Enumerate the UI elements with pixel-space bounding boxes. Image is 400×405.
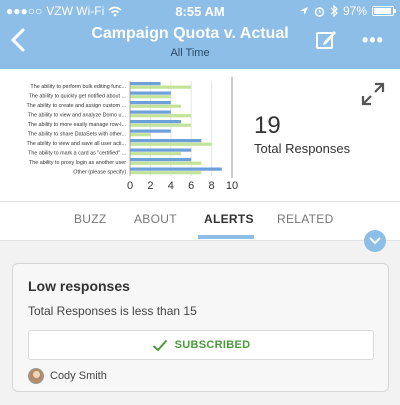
chart-bar: [130, 85, 192, 89]
chevron-left-icon: [10, 28, 25, 52]
chart-category-label: The ability to more easily manage row-l.…: [28, 122, 126, 128]
chart-category-label: The ability to quickly get notified abou…: [29, 93, 126, 99]
chart-bar: [130, 158, 192, 162]
carrier-label: VZW Wi-Fi: [46, 4, 105, 18]
chart-x-tick-label: 0: [127, 180, 133, 192]
chart-category-label: The ability to create and assign custom …: [27, 103, 126, 109]
chart-bar: [130, 142, 212, 146]
chart-x-tick-label: 10: [226, 180, 238, 192]
chart-category-label: The ability to proxy login as another us…: [29, 160, 126, 166]
chart-bar: [130, 95, 171, 99]
active-tab-indicator: [198, 235, 254, 239]
battery-percent: 97%: [342, 4, 367, 18]
chart-bar: [130, 148, 192, 152]
tab-about[interactable]: ABOUT: [134, 212, 177, 226]
chart-bar: [130, 123, 192, 127]
chart-bar: [130, 171, 202, 175]
status-time: 8:55 AM: [175, 4, 225, 19]
bluetooth-icon: [330, 5, 338, 17]
wifi-icon: [108, 6, 122, 16]
alert-card[interactable]: Low responses Total Responses is less th…: [12, 263, 389, 392]
battery-icon: [372, 6, 396, 16]
chart-x-tick-label: 4: [168, 180, 174, 192]
tab-alerts[interactable]: ALERTS: [204, 212, 254, 226]
more-icon[interactable]: •••: [362, 30, 384, 50]
collapse-button[interactable]: [364, 230, 386, 252]
page-subtitle: All Time: [170, 47, 210, 59]
status-bar: ●●●○○ VZW Wi-Fi 8:55 AM 97%: [0, 0, 400, 22]
chart-x-tick-label: 8: [209, 180, 215, 192]
chart-bar: [130, 114, 192, 118]
chart-category-label: The ability to view and analyze Domo u..…: [28, 112, 126, 118]
chart-bar: [130, 101, 171, 105]
subscribed-button[interactable]: SUBSCRIBED: [28, 330, 374, 360]
chart-category-label: The ability to perform bulk editing func…: [30, 84, 126, 90]
app-header: ●●●○○ VZW Wi-Fi 8:55 AM 97% Campaign Quo…: [0, 0, 400, 69]
avatar: [28, 368, 44, 384]
chart-bar: [130, 161, 202, 165]
chart-x-tick-label: 6: [188, 180, 194, 192]
subscribed-label: SUBSCRIBED: [174, 339, 251, 351]
edit-icon[interactable]: [314, 28, 338, 52]
expand-icon[interactable]: [360, 81, 386, 107]
chart-bar: [130, 167, 222, 171]
tab-buzz[interactable]: BUZZ: [74, 212, 107, 226]
chart-bar: [130, 110, 171, 114]
chart-bar: [130, 139, 202, 143]
chevron-down-icon: [369, 237, 381, 245]
chart-x-tick-label: 2: [147, 180, 153, 192]
total-responses-label: Total Responses: [254, 141, 351, 156]
alarm-icon: [314, 6, 325, 17]
alert-title: Low responses: [28, 278, 130, 294]
tab-bar: BUZZ ABOUT ALERTS RELATED: [0, 201, 400, 241]
chart-category-label: Other (please specify): [73, 169, 126, 175]
chart-bar: [130, 152, 181, 156]
chart-category-label: The ability to mark a card as "certified…: [28, 150, 126, 156]
chart-bar: [130, 82, 161, 86]
chart-bar: [130, 120, 181, 124]
chart-bar: [130, 91, 171, 95]
alert-owner[interactable]: Cody Smith: [28, 368, 107, 384]
total-responses-count: 19: [254, 112, 281, 139]
chart-bar: [130, 133, 151, 137]
chart-bar: [130, 104, 181, 108]
tab-related[interactable]: RELATED: [277, 212, 334, 226]
signal-icon: ●●●○○: [6, 4, 43, 18]
chart-category-label: The ability to view and save all user ac…: [27, 141, 126, 147]
location-icon: [299, 7, 308, 15]
chart-bar: [130, 129, 171, 133]
page-title: Campaign Quota v. Actual: [91, 25, 289, 42]
bar-chart[interactable]: The ability to perform bulk editing func…: [0, 69, 250, 201]
back-button[interactable]: [10, 28, 26, 57]
check-icon: [152, 339, 167, 351]
chart-card[interactable]: The ability to perform bulk editing func…: [0, 69, 400, 201]
alert-description: Total Responses is less than 15: [28, 304, 197, 318]
chart-category-label: The ability to share DataSets with other…: [28, 131, 126, 137]
owner-name: Cody Smith: [50, 370, 107, 382]
